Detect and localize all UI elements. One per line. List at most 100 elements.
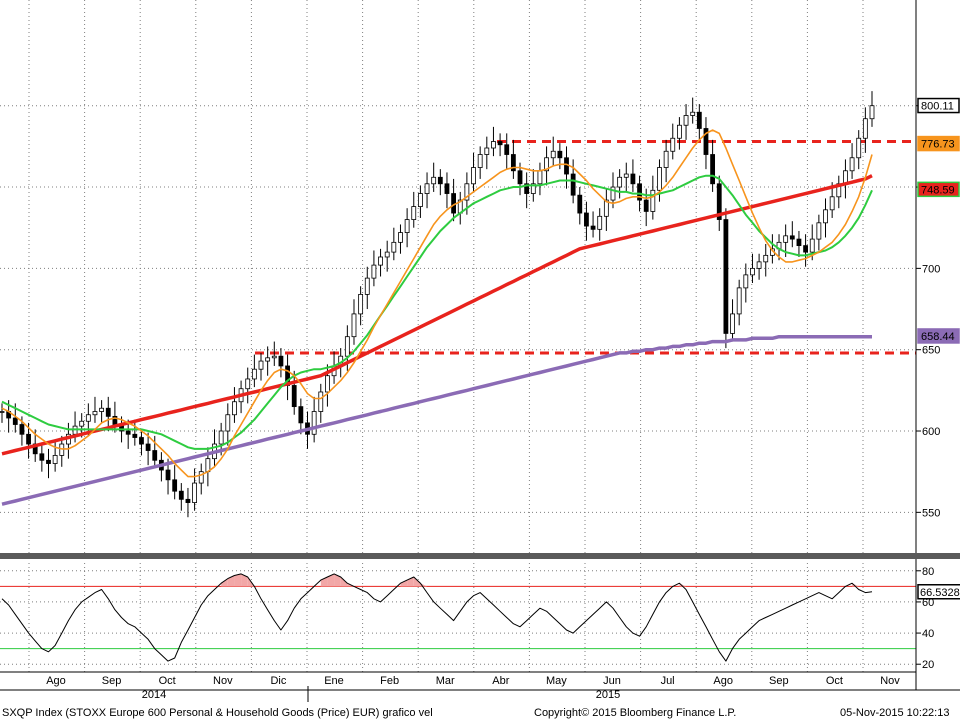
price-candle	[530, 183, 536, 194]
rsi-overbought-fill	[413, 577, 421, 587]
price-candle	[617, 176, 623, 188]
footer-layer: SXQP Index (STOXX Europe 600 Personal & …	[2, 707, 949, 719]
price-candle	[710, 154, 716, 185]
rsi-overbought-fill	[234, 573, 242, 587]
price-candle	[424, 183, 430, 194]
price-candle	[172, 479, 178, 492]
price-candle	[185, 498, 191, 503]
price-candle	[597, 215, 603, 230]
price-candle	[451, 193, 457, 214]
price-candle	[437, 176, 443, 185]
axis-layer: 550 600 650 700 20 40 60 80 Ago Sep Oct Nov Dic Ene Fe…	[0, 0, 960, 702]
price-candle	[750, 267, 755, 276]
price-candle	[265, 357, 271, 362]
rsi-overbought-fill	[852, 583, 859, 587]
month-label: Feb	[380, 675, 399, 687]
price-badge	[917, 328, 960, 344]
price-candle	[198, 471, 204, 484]
price-candle	[650, 189, 656, 212]
panel-separator	[0, 553, 960, 559]
price-candle	[823, 209, 828, 224]
price-candle	[471, 167, 476, 185]
price-tick-label: 600	[922, 426, 940, 438]
price-candle	[491, 141, 496, 149]
price-candle	[690, 111, 696, 116]
price-candle	[245, 378, 251, 390]
price-candle	[145, 443, 151, 451]
price-candle	[756, 261, 762, 269]
price-candle	[809, 238, 815, 253]
rsi-overbought-fill	[334, 573, 341, 587]
price-candle	[132, 433, 138, 438]
month-label: Sep	[102, 675, 122, 687]
rsi-line	[1, 573, 873, 662]
month-label: Ago	[46, 675, 66, 687]
price-candle	[85, 414, 91, 422]
price-candle	[431, 176, 437, 185]
price-candle	[544, 157, 549, 172]
rsi-badge	[917, 584, 960, 600]
price-candle	[225, 414, 231, 432]
price-candle	[398, 232, 403, 243]
month-label: Jul	[661, 675, 675, 687]
price-candle	[643, 199, 649, 212]
price-candle	[763, 254, 769, 263]
price-candle	[165, 469, 171, 481]
month-label: Ene	[324, 675, 344, 687]
price-candle	[26, 433, 31, 445]
price-candle	[537, 170, 543, 185]
month-label: Nov	[880, 675, 900, 687]
footer-left: SXQP Index (STOXX Europe 600 Personal & …	[2, 707, 433, 719]
price-candle	[504, 144, 510, 155]
price-candle	[52, 455, 58, 464]
footer-center: Copyright© 2015 Bloomberg Finance L.P.	[534, 707, 736, 719]
price-candle	[298, 406, 304, 424]
price-candle	[139, 437, 144, 445]
price-candle	[869, 105, 875, 120]
price-candle	[99, 407, 105, 412]
price-candle	[497, 141, 503, 146]
rsi-layer	[0, 573, 916, 662]
price-candle	[663, 150, 669, 168]
price-candle	[577, 194, 583, 214]
sma-slow-line	[1, 174, 873, 450]
price-candle	[603, 199, 609, 217]
price-candle	[251, 368, 257, 380]
price-candle	[59, 443, 65, 456]
price-candle	[311, 411, 317, 435]
price-candle	[19, 424, 25, 435]
price-candle	[364, 277, 370, 295]
price-candle	[783, 235, 789, 243]
price-candle	[391, 241, 397, 253]
price-candle	[856, 137, 862, 159]
month-label: Nov	[213, 675, 233, 687]
price-candle	[743, 274, 749, 289]
price-candle	[703, 128, 709, 155]
month-label: Oct	[159, 675, 176, 687]
price-tick-label: 650	[922, 345, 940, 357]
price-tick-label: 700	[922, 263, 940, 275]
price-candle	[192, 482, 197, 503]
price-candle	[79, 420, 85, 427]
month-label: Mar	[436, 675, 455, 687]
price-candle	[524, 183, 530, 194]
sma-fast-line	[1, 129, 873, 478]
price-badge-label: 776.73	[921, 139, 955, 151]
rsi-tick-label: 20	[922, 659, 934, 671]
price-candle	[358, 293, 364, 315]
price-candle	[477, 154, 483, 168]
price-candle	[291, 385, 297, 408]
rsi-badge-label: 66.5328	[920, 587, 960, 599]
price-candle	[178, 490, 184, 500]
price-candle	[730, 313, 735, 334]
price-candle	[318, 391, 324, 412]
price-candle	[829, 196, 835, 211]
price-candle	[278, 355, 284, 367]
price-candle	[637, 183, 642, 201]
price-candle	[39, 453, 45, 461]
price-candle	[371, 264, 377, 279]
price-candle	[590, 225, 596, 230]
price-candle	[862, 118, 868, 139]
price-badge-label: 800.11	[921, 101, 954, 113]
price-candle	[404, 219, 410, 233]
